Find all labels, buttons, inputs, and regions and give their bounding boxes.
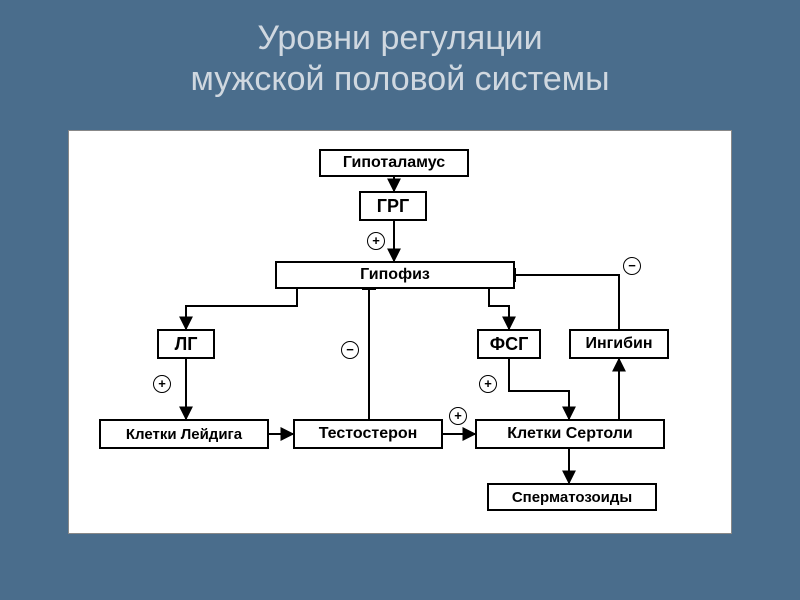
edge-pituitary-fsh — [489, 289, 509, 329]
node-pituitary: Гипофиз — [275, 261, 515, 289]
minus-symbol-4: − — [341, 341, 359, 359]
node-sperm: Сперматозоиды — [487, 483, 657, 511]
title-line2: мужской половой системы — [190, 60, 609, 98]
plus-symbol-1: + — [153, 375, 171, 393]
node-leydig: Клетки Лейдига — [99, 419, 269, 449]
node-inhibin: Ингибин — [569, 329, 669, 359]
plus-symbol-3: + — [449, 407, 467, 425]
plus-symbol-2: + — [479, 375, 497, 393]
slide-title: Уровни регуляции мужской половой системы — [0, 0, 800, 100]
minus-symbol-5: − — [623, 257, 641, 275]
node-fsh: ФСГ — [477, 329, 541, 359]
plus-symbol-0: + — [367, 232, 385, 250]
node-lh: ЛГ — [157, 329, 215, 359]
title-line1: Уровни регуляции — [257, 19, 542, 57]
node-grh: ГРГ — [359, 191, 427, 221]
node-hypothalamus: Гипоталамус — [319, 149, 469, 177]
edge-inhibin-pituitary — [515, 275, 619, 329]
edge-fsh-sertoli — [509, 359, 569, 419]
node-testosterone: Тестостерон — [293, 419, 443, 449]
node-sertoli: Клетки Сертоли — [475, 419, 665, 449]
diagram-container: Гипоталамус ГРГ Гипофиз ЛГ ФСГ Ингибин Клетки … — [68, 130, 732, 534]
edge-pituitary-lh — [186, 289, 297, 329]
